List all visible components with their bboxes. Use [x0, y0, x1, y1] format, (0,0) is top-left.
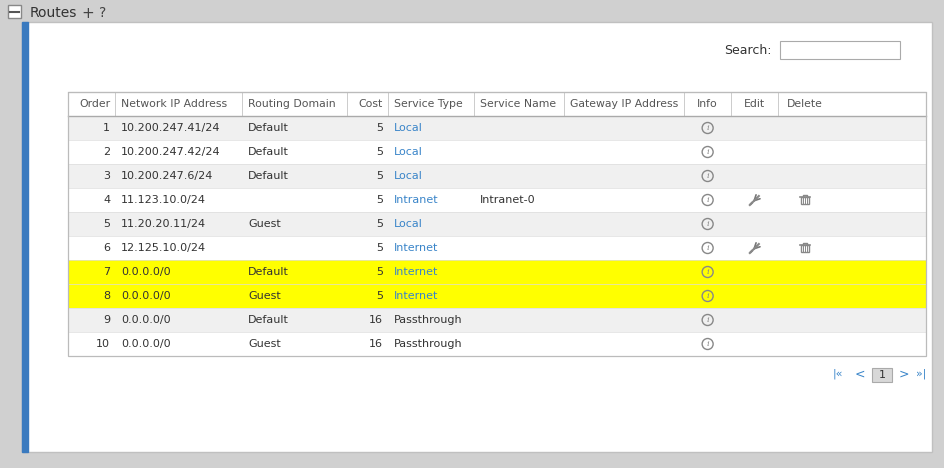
Text: 5: 5: [376, 291, 383, 301]
Text: 1: 1: [103, 123, 110, 133]
Text: |«: |«: [833, 369, 843, 379]
Text: Intranet: Intranet: [394, 195, 439, 205]
Bar: [68, 332, 926, 356]
Bar: [801, 245, 809, 252]
Bar: [68, 188, 926, 212]
Text: 10.200.247.6/24: 10.200.247.6/24: [121, 171, 213, 181]
Text: 10: 10: [96, 339, 110, 349]
Text: Info: Info: [698, 99, 718, 109]
Text: 2: 2: [103, 147, 110, 157]
Text: Search:: Search:: [724, 44, 772, 57]
Text: 12.125.10.0/24: 12.125.10.0/24: [121, 243, 207, 253]
Bar: [872, 368, 892, 382]
Text: 0.0.0.0/0: 0.0.0.0/0: [121, 291, 171, 301]
Bar: [68, 164, 926, 188]
Text: 11.123.10.0/24: 11.123.10.0/24: [121, 195, 206, 205]
Text: Cost: Cost: [359, 99, 383, 109]
Text: Guest: Guest: [248, 291, 281, 301]
Text: Internet: Internet: [394, 291, 438, 301]
Text: Local: Local: [394, 219, 423, 229]
Text: 5: 5: [376, 147, 383, 157]
Text: 5: 5: [376, 171, 383, 181]
Text: 10.200.247.42/24: 10.200.247.42/24: [121, 147, 221, 157]
Text: i: i: [706, 148, 709, 156]
Text: i: i: [706, 316, 709, 324]
Text: Intranet-0: Intranet-0: [480, 195, 535, 205]
Text: 0.0.0.0/0: 0.0.0.0/0: [121, 315, 171, 325]
Text: Default: Default: [248, 171, 289, 181]
Text: 11.20.20.11/24: 11.20.20.11/24: [121, 219, 207, 229]
Text: Delete: Delete: [787, 99, 823, 109]
Text: Default: Default: [248, 315, 289, 325]
Text: 5: 5: [376, 267, 383, 277]
Text: 0.0.0.0/0: 0.0.0.0/0: [121, 339, 171, 349]
Text: 5: 5: [376, 195, 383, 205]
Text: Default: Default: [248, 147, 289, 157]
Text: Routes: Routes: [30, 6, 77, 20]
Text: 3: 3: [103, 171, 110, 181]
Text: »|: »|: [916, 369, 926, 379]
Text: Internet: Internet: [394, 243, 438, 253]
Text: i: i: [706, 341, 709, 349]
Bar: [801, 197, 809, 204]
Text: 5: 5: [376, 123, 383, 133]
Bar: [780, 41, 900, 59]
Text: ?: ?: [99, 6, 107, 20]
Text: Guest: Guest: [248, 219, 281, 229]
Text: i: i: [706, 244, 709, 253]
Text: Default: Default: [248, 123, 289, 133]
Text: i: i: [706, 292, 709, 300]
Text: i: i: [706, 269, 709, 277]
Text: 0.0.0.0/0: 0.0.0.0/0: [121, 267, 171, 277]
Text: 7: 7: [103, 267, 110, 277]
Text: <: <: [854, 367, 866, 380]
Text: 1: 1: [879, 370, 885, 380]
Text: 16: 16: [369, 315, 383, 325]
Bar: [68, 92, 926, 116]
Text: Edit: Edit: [744, 99, 766, 109]
Text: Routing Domain: Routing Domain: [248, 99, 336, 109]
Text: 8: 8: [103, 291, 110, 301]
Text: Local: Local: [394, 147, 423, 157]
Text: Default: Default: [248, 267, 289, 277]
Text: i: i: [706, 124, 709, 132]
Text: i: i: [706, 220, 709, 228]
Text: Local: Local: [394, 171, 423, 181]
Text: 5: 5: [376, 219, 383, 229]
Bar: [68, 116, 926, 140]
Text: >: >: [899, 367, 909, 380]
Text: 6: 6: [103, 243, 110, 253]
Text: Network IP Address: Network IP Address: [121, 99, 228, 109]
Text: i: i: [706, 173, 709, 181]
Text: 5: 5: [103, 219, 110, 229]
Text: Service Type: Service Type: [394, 99, 463, 109]
Text: Guest: Guest: [248, 339, 281, 349]
Bar: [68, 92, 926, 356]
Text: 9: 9: [103, 315, 110, 325]
Text: Internet: Internet: [394, 267, 438, 277]
Bar: [22, 22, 28, 452]
Text: Service Name: Service Name: [480, 99, 556, 109]
Text: Passthrough: Passthrough: [394, 339, 463, 349]
Bar: [68, 236, 926, 260]
Bar: [68, 260, 926, 284]
Text: +: +: [81, 6, 94, 21]
Text: Local: Local: [394, 123, 423, 133]
Text: 10.200.247.41/24: 10.200.247.41/24: [121, 123, 221, 133]
Bar: [68, 140, 926, 164]
Text: Order: Order: [79, 99, 110, 109]
Text: i: i: [706, 197, 709, 205]
Text: 4: 4: [103, 195, 110, 205]
Text: 16: 16: [369, 339, 383, 349]
Text: 5: 5: [376, 243, 383, 253]
Text: Passthrough: Passthrough: [394, 315, 463, 325]
Bar: [8, 5, 21, 18]
Text: Gateway IP Address: Gateway IP Address: [570, 99, 678, 109]
Bar: [68, 212, 926, 236]
Bar: [68, 308, 926, 332]
Bar: [68, 284, 926, 308]
